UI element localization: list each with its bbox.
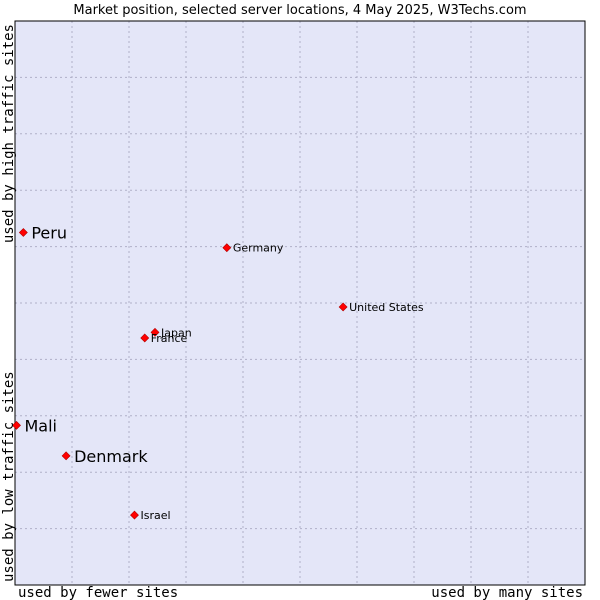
point-marker-japan (150, 327, 160, 337)
x-axis-label-right: used by many sites (431, 585, 583, 600)
chart-title: Market position, selected server locatio… (73, 3, 526, 18)
point-label-united-states: United States (349, 301, 424, 314)
point-label-israel: Israel (140, 509, 170, 522)
point-label-japan: Japan (160, 326, 192, 339)
x-axis-label-left: used by fewer sites (18, 585, 178, 600)
y-axis-label-bottom: used by low traffic sites (1, 371, 17, 582)
point-united-states: United States (338, 301, 424, 314)
point-label-denmark: Denmark (74, 447, 148, 466)
point-label-france: France (151, 332, 188, 345)
point-france: France (140, 332, 188, 345)
plot-border (14, 20, 586, 586)
point-germany: Germany (222, 242, 284, 255)
point-marker-germany (222, 243, 232, 253)
point-marker-israel (130, 510, 139, 520)
point-marker-mali (12, 420, 21, 430)
point-marker-denmark (61, 451, 71, 461)
point-marker-united-states (338, 302, 348, 312)
point-denmark: Denmark (61, 447, 148, 466)
point-label-mali: Mali (25, 416, 58, 435)
point-japan: Japan (150, 326, 192, 339)
point-marker-peru (18, 228, 28, 237)
point-mali: Mali (12, 416, 58, 435)
y-axis-label-top: used by high traffic sites (1, 24, 17, 243)
point-peru: Peru (18, 224, 67, 243)
point-label-germany: Germany (233, 242, 284, 255)
grid-lines (14, 20, 586, 586)
point-marker-france (140, 333, 150, 343)
point-israel: Israel (130, 509, 171, 522)
point-label-peru: Peru (31, 224, 67, 243)
